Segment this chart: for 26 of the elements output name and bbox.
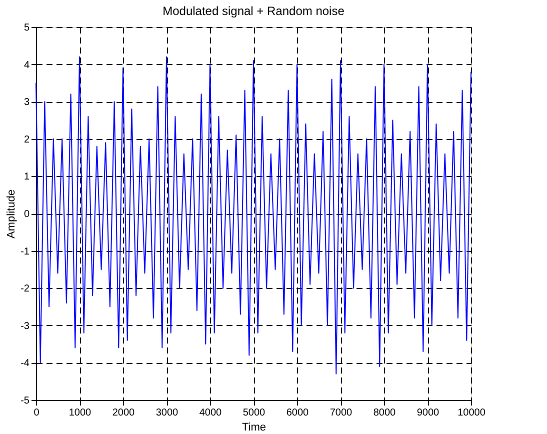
y-tick-label: 3	[24, 97, 30, 108]
x-tick-label: 10000	[458, 408, 486, 418]
y-axis-title: Amplitude	[6, 190, 18, 238]
y-tick-label: -2	[20, 284, 30, 295]
y-tick-label: -3	[20, 320, 30, 332]
y-tick-label: 4	[24, 60, 30, 71]
y-tick-label: -5	[20, 396, 30, 406]
x-tick-label: 4000	[199, 408, 222, 418]
y-tick-label: 2	[24, 134, 30, 146]
x-tick-label: 1000	[68, 408, 92, 418]
x-tick-label: 2000	[112, 408, 136, 418]
y-tick-label: -1	[20, 246, 30, 258]
x-tick-label: 8000	[373, 408, 396, 418]
y-tick-label: 1	[24, 172, 30, 183]
y-tick-label: 0	[24, 209, 30, 220]
x-tick-label: 9000	[416, 408, 440, 418]
chart-title: Modulated signal + Random noise	[162, 4, 345, 18]
x-tick-label: 5000	[242, 408, 266, 418]
line-series	[36, 56, 472, 374]
x-tick-label: 7000	[330, 408, 353, 418]
x-tick-label: 6000	[286, 408, 310, 418]
y-tick-label: 5	[24, 22, 30, 34]
x-tick-label: 3000	[156, 408, 179, 418]
x-tick-label: 0	[34, 408, 40, 418]
y-tick-label: -4	[20, 358, 30, 370]
x-axis-title: Time	[242, 422, 266, 434]
